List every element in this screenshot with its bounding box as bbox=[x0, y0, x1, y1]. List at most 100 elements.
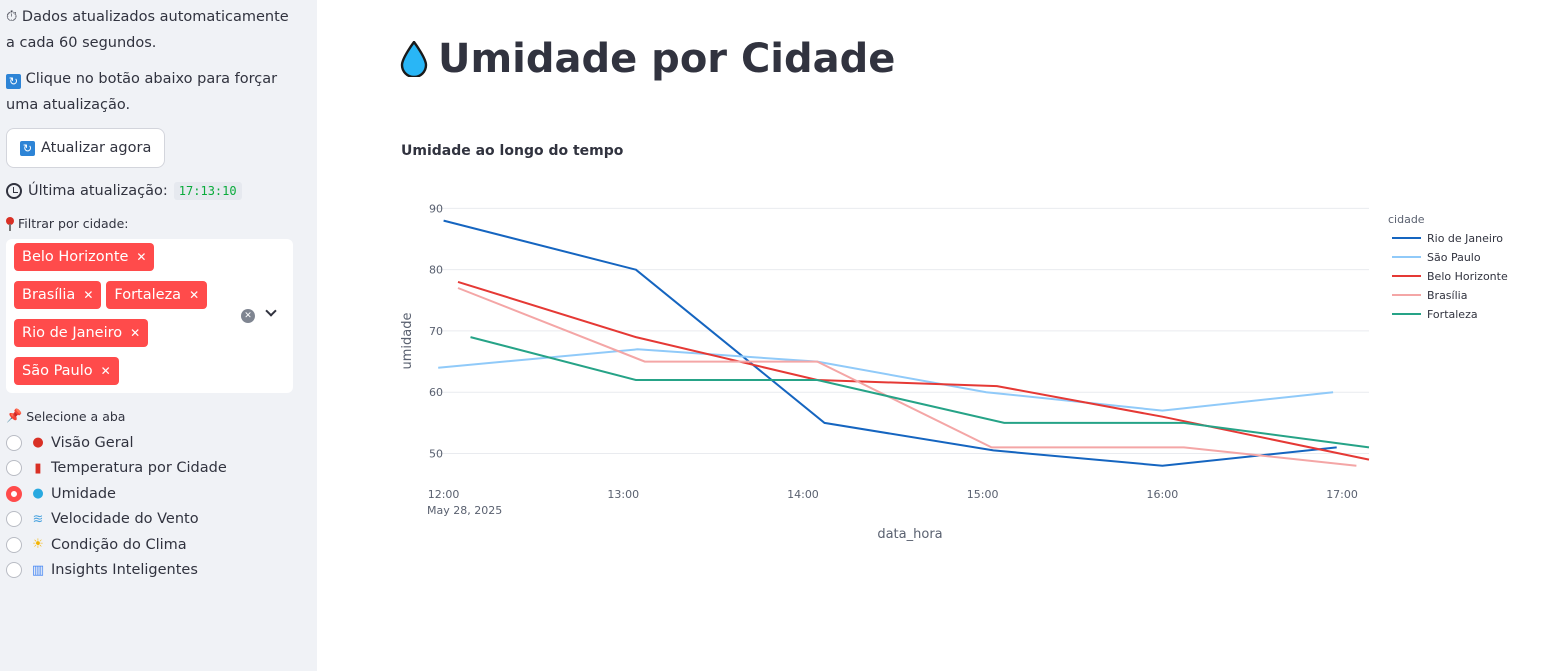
radio-clima[interactable]: ☀ Condição do Clima bbox=[6, 532, 317, 558]
legend-label[interactable]: Belo Horizonte bbox=[1427, 270, 1508, 283]
x-axis-ticks: 12:00 13:00 14:00 15:00 16:00 17:00 bbox=[428, 488, 1358, 501]
radio-button[interactable] bbox=[6, 536, 22, 553]
city-tag-label: Rio de Janeiro bbox=[22, 325, 123, 341]
last-update-label: Última atualização: bbox=[28, 183, 168, 199]
refresh-button-label: Atualizar agora bbox=[41, 140, 152, 156]
city-multiselect[interactable]: Belo Horizonte ✕ Brasília ✕ Fortaleza ✕ Rio… bbox=[6, 239, 293, 393]
y-tick-label: 70 bbox=[429, 325, 443, 338]
thermometer-icon: ▮ bbox=[34, 460, 42, 476]
droplet-icon: ● bbox=[32, 486, 44, 502]
clear-all-icon[interactable]: ✕ bbox=[241, 309, 255, 323]
last-update: Última atualização: 17:13:10 bbox=[6, 182, 317, 200]
radio-button[interactable] bbox=[6, 511, 22, 528]
remove-tag-icon[interactable]: ✕ bbox=[189, 288, 200, 302]
radio-button[interactable] bbox=[6, 460, 22, 477]
city-tag[interactable]: Belo Horizonte ✕ bbox=[14, 243, 155, 271]
city-tag[interactable]: Brasília ✕ bbox=[14, 281, 102, 309]
refresh-icon: ↻ bbox=[20, 140, 35, 156]
force-refresh-note: ↻ Clique no botão abaixo para forçar uma… bbox=[6, 66, 301, 118]
radio-button[interactable] bbox=[6, 562, 22, 579]
y-tick-label: 60 bbox=[429, 386, 443, 399]
force-refresh-text: Clique no botão abaixo para forçar uma a… bbox=[6, 71, 278, 113]
legend-label[interactable]: Rio de Janeiro bbox=[1427, 232, 1503, 245]
bar-chart-icon: ▥ bbox=[31, 562, 45, 578]
radio-label: Velocidade do Vento bbox=[51, 511, 199, 528]
x-tick-label: 17:00 bbox=[1326, 488, 1358, 501]
sidebar: ⏱ Dados atualizados automaticamente a ca… bbox=[0, 0, 317, 671]
sun-cloud-icon: ☀ bbox=[32, 537, 44, 553]
y-tick-label: 50 bbox=[429, 447, 443, 460]
radio-label: Condição do Clima bbox=[51, 536, 187, 553]
tab-radio-group: ● Visão Geral ▮ Temperatura por Cidade ●… bbox=[6, 430, 317, 583]
page-title-text: Umidade por Cidade bbox=[438, 36, 896, 82]
x-tick-label: 12:00 bbox=[428, 488, 460, 501]
radio-insights[interactable]: ▥ Insights Inteligentes bbox=[6, 558, 317, 584]
x-axis-date-label: May 28, 2025 bbox=[427, 504, 502, 517]
chart-series bbox=[438, 219, 1370, 467]
remove-tag-icon[interactable]: ✕ bbox=[136, 250, 147, 264]
radio-visao-geral[interactable]: ● Visão Geral bbox=[6, 430, 317, 456]
x-tick-label: 16:00 bbox=[1147, 488, 1179, 501]
legend-label[interactable]: Fortaleza bbox=[1427, 308, 1478, 321]
city-tag-label: Belo Horizonte bbox=[22, 249, 129, 265]
auto-refresh-text: Dados atualizados automaticamente a cada… bbox=[6, 9, 289, 51]
refresh-icon: ↻ bbox=[6, 74, 21, 89]
last-update-value: 17:13:10 bbox=[173, 182, 242, 200]
city-filter-label-text: Filtrar por cidade: bbox=[18, 216, 129, 231]
chart-title: Umidade ao longo do tempo bbox=[401, 143, 624, 159]
x-tick-label: 13:00 bbox=[607, 488, 639, 501]
legend-title: cidade bbox=[1388, 213, 1425, 226]
x-axis-label: data_hora bbox=[877, 527, 942, 542]
city-tag[interactable]: Rio de Janeiro ✕ bbox=[14, 319, 149, 347]
radio-button[interactable] bbox=[6, 434, 22, 451]
radio-label: Umidade bbox=[51, 485, 116, 502]
pin-icon: ● bbox=[32, 435, 44, 451]
stopwatch-icon: ⏱ bbox=[6, 9, 18, 25]
y-axis-ticks: 50 60 70 80 90 bbox=[429, 202, 443, 460]
series-line[interactable] bbox=[470, 336, 1370, 449]
y-tick-label: 90 bbox=[429, 202, 443, 215]
droplet-icon bbox=[400, 41, 428, 77]
x-tick-label: 15:00 bbox=[967, 488, 999, 501]
radio-label: Insights Inteligentes bbox=[51, 562, 198, 579]
legend-label[interactable]: São Paulo bbox=[1427, 251, 1481, 264]
city-tag-label: Fortaleza bbox=[114, 287, 182, 303]
chart-legend[interactable]: cidade Rio de Janeiro São Paulo Belo Horiz… bbox=[1388, 213, 1508, 321]
pin-icon bbox=[6, 216, 14, 231]
radio-label: Temperatura por Cidade bbox=[51, 460, 227, 477]
page-title: Umidade por Cidade bbox=[400, 36, 895, 82]
humidity-line-chart[interactable]: 50 60 70 80 90 12:00 13:00 14:00 15:00 16:00 17:0… bbox=[317, 0, 1553, 671]
remove-tag-icon[interactable]: ✕ bbox=[130, 326, 141, 340]
radio-label: Visão Geral bbox=[51, 434, 134, 451]
series-line[interactable] bbox=[443, 219, 1337, 467]
y-axis-label: umidade bbox=[400, 313, 415, 370]
radio-vento[interactable]: ≋ Velocidade do Vento bbox=[6, 507, 317, 533]
city-filter-label: Filtrar por cidade: bbox=[6, 216, 317, 231]
radio-umidade[interactable]: ● Umidade bbox=[6, 481, 317, 507]
wind-icon: ≋ bbox=[32, 511, 44, 527]
city-tag[interactable]: Fortaleza ✕ bbox=[106, 281, 208, 309]
radio-temperatura[interactable]: ▮ Temperatura por Cidade bbox=[6, 456, 317, 482]
tab-select-label: 📌 Selecione a aba bbox=[6, 409, 317, 424]
x-tick-label: 14:00 bbox=[787, 488, 819, 501]
city-tag-label: Brasília bbox=[22, 287, 76, 303]
tab-select-label-text: Selecione a aba bbox=[26, 409, 126, 424]
y-tick-label: 80 bbox=[429, 264, 443, 277]
remove-tag-icon[interactable]: ✕ bbox=[100, 364, 111, 378]
series-line[interactable] bbox=[457, 280, 1370, 461]
refresh-button[interactable]: ↻ Atualizar agora bbox=[6, 128, 166, 168]
legend-label[interactable]: Brasília bbox=[1427, 289, 1467, 302]
pushpin-icon: 📌 bbox=[6, 409, 23, 424]
series-line[interactable] bbox=[438, 348, 1334, 412]
clock-icon bbox=[6, 183, 22, 199]
main-content: Umidade por Cidade Umidade ao longo do t… bbox=[317, 0, 1553, 671]
auto-refresh-note: ⏱ Dados atualizados automaticamente a ca… bbox=[6, 4, 301, 56]
city-tag[interactable]: São Paulo ✕ bbox=[14, 357, 119, 385]
series-line[interactable] bbox=[457, 287, 1357, 467]
radio-button-selected[interactable] bbox=[6, 485, 22, 502]
remove-tag-icon[interactable]: ✕ bbox=[83, 288, 94, 302]
chevron-down-icon[interactable] bbox=[266, 307, 276, 317]
city-tag-label: São Paulo bbox=[22, 363, 93, 379]
chart-gridlines bbox=[431, 207, 1369, 454]
